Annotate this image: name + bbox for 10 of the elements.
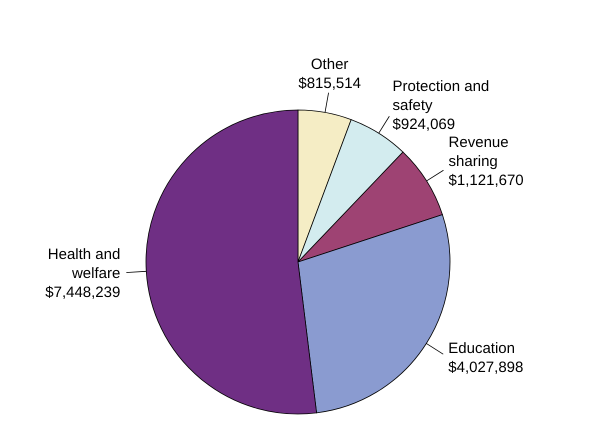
slice-label: Health and welfare xyxy=(48,246,120,282)
slice-label: Education xyxy=(448,340,515,357)
slice-label: Other xyxy=(310,56,348,73)
slice-label: Protection and safety xyxy=(392,78,490,114)
slice-label: Revenue sharing xyxy=(448,134,509,170)
data-label: $4,027,898 xyxy=(448,358,524,376)
data-label: $1,121,670 xyxy=(448,172,524,190)
data-label: $7,448,239 xyxy=(45,284,120,301)
data-label: $815,514 xyxy=(298,74,361,92)
data-label: $924,069 xyxy=(392,116,456,134)
